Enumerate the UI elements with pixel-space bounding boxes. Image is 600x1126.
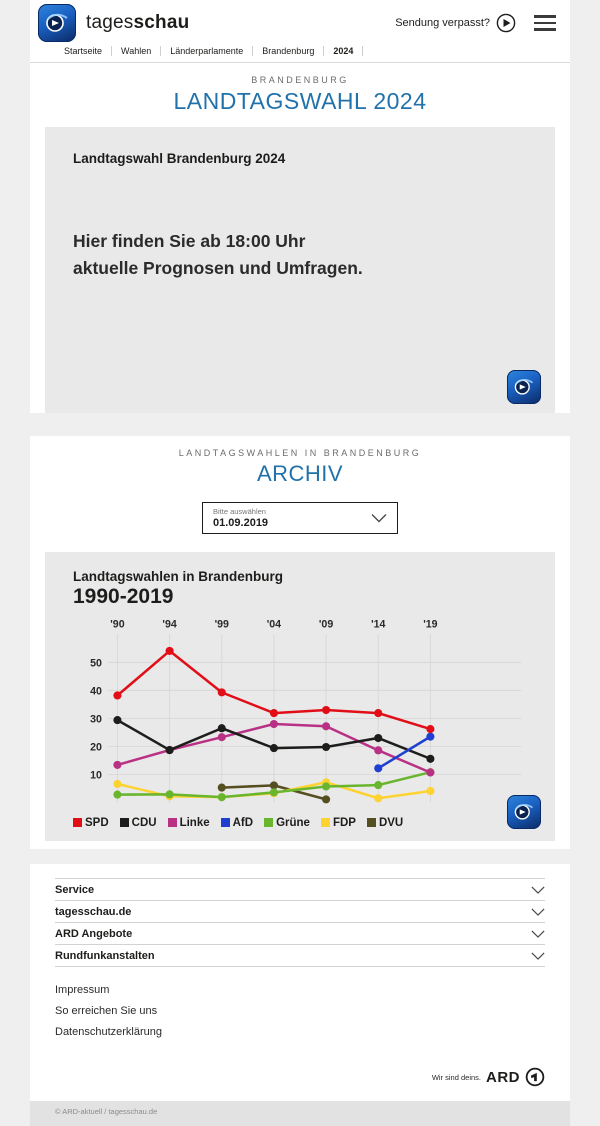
tagesschau-logo-icon[interactable] [38, 4, 76, 42]
svg-text:20: 20 [90, 741, 102, 753]
legend-swatch [366, 818, 376, 828]
breadcrumb-item-2024[interactable]: 2024 [324, 46, 364, 56]
link-datenschutz[interactable]: Datenschutzerklärung [55, 1025, 163, 1038]
brand-bold: schau [133, 12, 190, 33]
legend-item: SPD [73, 817, 109, 829]
legend-swatch [73, 818, 82, 828]
ard-circle-logo-icon [525, 1067, 545, 1087]
legend-item: DVU [366, 817, 404, 830]
svg-text:30: 30 [90, 713, 102, 725]
svg-text:10: 10 [90, 769, 102, 781]
missed-show-label: Sendung verpasst? [395, 16, 490, 29]
archive-chart-box: Landtagswahlen in Brandenburg 1990-2019 … [45, 552, 555, 842]
link-kontakt[interactable]: So erreichen Sie uns [55, 1004, 158, 1017]
footer-links: Impressum So erreichen Sie uns Datenschu… [55, 979, 545, 1042]
election-title: LANDTAGSWAHL 2024 [173, 88, 427, 114]
legend-item: FDP [320, 817, 356, 830]
footer: Service tagesschau.de ARD Angebote Rundf… [30, 864, 570, 1126]
legend-label: SPD [85, 817, 109, 830]
svg-text:'04: '04 [267, 619, 281, 631]
teaser-message-line2: aktuelle Prognosen und Umfragen. [73, 258, 363, 279]
legend-item: Linke [167, 817, 210, 830]
breadcrumb-item-wahlen[interactable]: Wahlen [112, 46, 162, 56]
ard-app-icon [507, 370, 541, 404]
select-value: 01.09.2019 [213, 517, 269, 529]
election-kicker: BRANDENBURG [251, 75, 349, 85]
link-impressum[interactable]: Impressum [55, 983, 110, 996]
breadcrumb-item-startseite[interactable]: Startseite [55, 46, 113, 56]
teaser-message-line1: Hier finden Sie ab 18:00 Uhr [73, 231, 306, 251]
svg-text:50: 50 [90, 657, 102, 669]
teaser-heading: Landtagswahl Brandenburg 2024 [73, 151, 286, 166]
legend-swatch [220, 818, 230, 828]
election-teaser-box: Landtagswahl Brandenburg 2024 Hier finde… [45, 127, 555, 413]
select-label: Bitte auswählen [213, 507, 266, 516]
legend-item: AfD [220, 817, 254, 830]
archive-card: LANDTAGSWAHLEN IN BRANDENBURG ARCHIV Bit… [30, 436, 570, 849]
legend-label: AfD [232, 817, 254, 830]
breadcrumb-item-brandenburg[interactable]: Brandenburg [253, 46, 325, 56]
page: tagesschau Sendung verpasst? Startseite … [30, 0, 570, 1126]
chart-subtitle: 1990-2019 [73, 585, 174, 608]
accordion-label: Service [55, 883, 95, 896]
legend-label: Grüne [276, 817, 310, 830]
chevron-down-icon [371, 514, 387, 523]
legend-swatch [264, 818, 274, 828]
legend-label: CDU [131, 817, 157, 830]
ard-wordmark: ARD [486, 1068, 520, 1086]
globe-icon [514, 804, 534, 820]
svg-text:'14: '14 [371, 619, 385, 631]
archive-title: ARCHIV [256, 461, 344, 486]
accordion-label: ARD Angebote [55, 927, 133, 940]
brand-regular: tages [86, 12, 134, 33]
globe-icon [514, 379, 534, 395]
play-icon[interactable] [496, 13, 516, 33]
missed-show-button[interactable]: Sendung verpasst? [395, 13, 516, 33]
ard-brandline: Wir sind deins. ARD [55, 1067, 545, 1097]
brand-wordmark[interactable]: tagesschau [86, 12, 189, 34]
legend-swatch [167, 818, 177, 828]
legend-item: Grüne [264, 817, 310, 829]
chart-legend: SPD CDU Linke AfD Grüne FDP DVU [73, 817, 527, 829]
legend-label: DVU [378, 817, 404, 830]
ard-claim: Wir sind deins. [431, 1072, 481, 1082]
svg-text:'99: '99 [215, 619, 229, 631]
accordion-ard-angebote[interactable]: ARD Angebote [55, 922, 545, 944]
legend-swatch [119, 818, 129, 828]
legend-item: CDU [119, 817, 157, 830]
chevron-down-icon [531, 930, 545, 938]
chevron-down-icon [531, 886, 545, 894]
breadcrumb-item-laenderparlamente[interactable]: Länderparlamente [161, 46, 254, 56]
accordion-tagesschau-de[interactable]: tagesschau.de [55, 900, 545, 922]
archive-date-select[interactable]: Bitte auswählen 01.09.2019 [202, 502, 398, 534]
legend-label: FDP [332, 817, 356, 830]
chart-title: Landtagswahlen in Brandenburg [73, 569, 284, 584]
election-card: tagesschau Sendung verpasst? Startseite … [30, 0, 570, 413]
accordion-rundfunkanstalten[interactable]: Rundfunkanstalten [55, 944, 545, 967]
legend-swatch [320, 818, 330, 828]
accordion-service[interactable]: Service [55, 878, 545, 900]
archive-kicker: LANDTAGSWAHLEN IN BRANDENBURG [178, 448, 422, 458]
svg-text:'94: '94 [162, 619, 176, 631]
ard-app-icon [507, 795, 541, 830]
accordion-label: Rundfunkanstalten [55, 949, 155, 962]
accordion-label: tagesschau.de [55, 905, 132, 918]
copyright-bar: © ARD-aktuell / tagesschau.de [30, 1101, 570, 1126]
hamburger-menu-icon[interactable] [530, 11, 560, 34]
svg-text:'09: '09 [319, 619, 333, 631]
teaser-message: Hier finden Sie ab 18:00 Uhr aktuelle Pr… [73, 228, 527, 282]
site-header: tagesschau Sendung verpasst? [30, 0, 570, 44]
chevron-down-icon [531, 952, 545, 960]
chevron-down-icon [531, 908, 545, 916]
svg-text:'19: '19 [423, 619, 437, 631]
svg-text:40: 40 [90, 685, 102, 697]
election-line-chart: '90 '94 '99 '04 '09 '14 '19 10 20 30 40 50 [90, 619, 522, 804]
legend-label: Linke [179, 817, 210, 830]
globe-icon [46, 13, 68, 32]
svg-text:'90: '90 [110, 619, 124, 631]
breadcrumb: Startseite Wahlen Länderparlamente Brand… [30, 44, 570, 63]
